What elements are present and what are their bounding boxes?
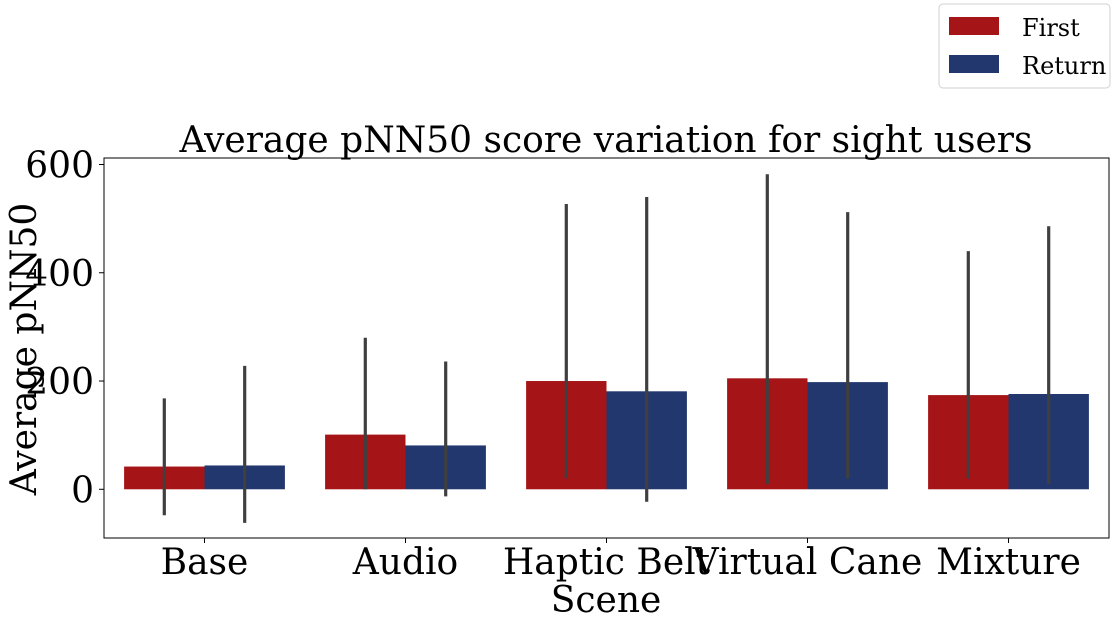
y-tick-label: 600 [25,145,94,186]
legend-label-return: Return [1022,52,1106,80]
legend-label-first: First [1022,14,1080,42]
y-axis: 0 200 400 600 [25,145,104,511]
x-axis-label: Scene [551,580,662,621]
x-tick-label-haptic-belt: Haptic Belt [503,542,711,583]
y-tick-label: 200 [25,362,94,403]
legend-swatch-first [949,17,999,35]
legend: First Return [938,3,1111,89]
bars-layer [124,378,1089,490]
y-axis-label: Average pNN50 [4,203,45,497]
legend-swatch-return [949,55,999,73]
chart-title: Average pNN50 score variation for sight … [179,120,1033,161]
x-tick-label-base: Base [161,542,249,583]
x-tick-label-mixture: Mixture [936,542,1081,583]
error-bars-layer [162,174,1051,523]
x-tick-label-virtual-cane: Virtual Cane [692,542,923,583]
y-tick-label: 400 [25,254,94,295]
x-tick-label-audio: Audio [352,542,458,583]
y-tick-label: 0 [71,470,94,511]
